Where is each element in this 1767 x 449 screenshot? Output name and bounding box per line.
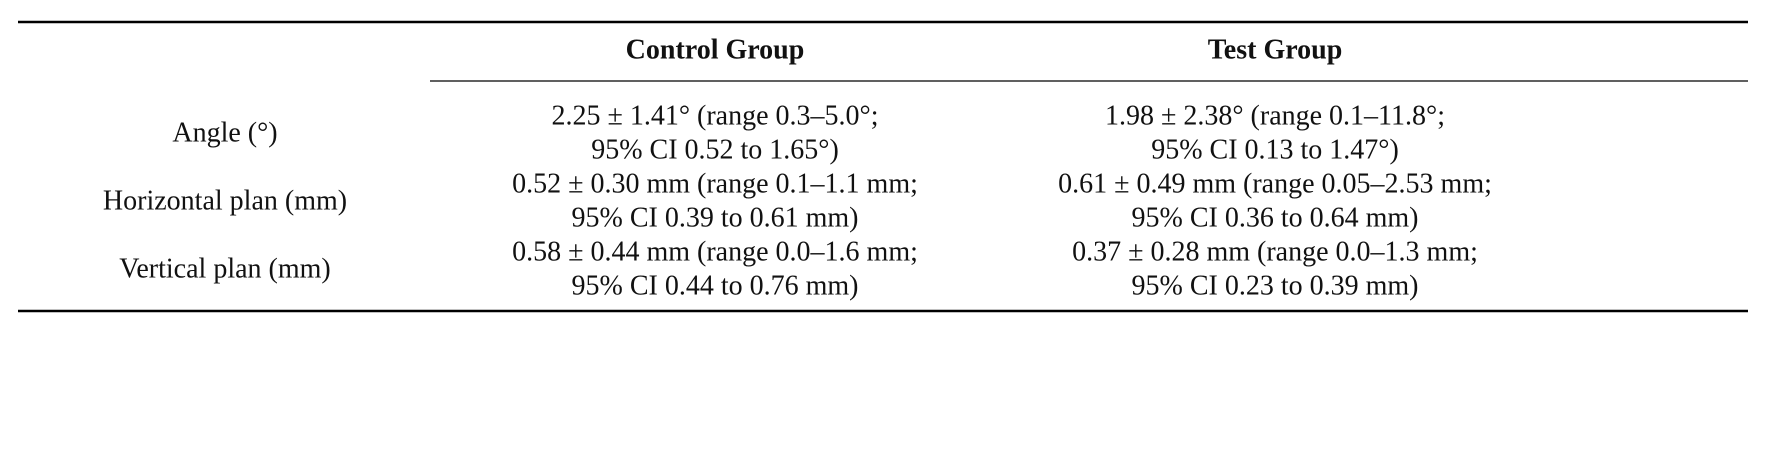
cell-line: 95% CI 0.44 to 0.76 mm) bbox=[572, 270, 859, 301]
cell-line: 0.61 ± 0.49 mm (range 0.05–2.53 mm; bbox=[1058, 168, 1492, 199]
cell-line: 2.25 ± 1.41° (range 0.3–5.0°; bbox=[551, 100, 878, 131]
row-label: Horizontal plan (mm) bbox=[103, 185, 347, 216]
cell-line: 95% CI 0.39 to 0.61 mm) bbox=[572, 202, 859, 233]
cell-line: 95% CI 0.36 to 0.64 mm) bbox=[1132, 202, 1419, 233]
column-header: Control Group bbox=[626, 34, 805, 65]
cell-line: 95% CI 0.52 to 1.65°) bbox=[591, 134, 839, 165]
cell-line: 0.58 ± 0.44 mm (range 0.0–1.6 mm; bbox=[512, 236, 918, 267]
cell-line: 1.98 ± 2.38° (range 0.1–11.8°; bbox=[1105, 100, 1445, 131]
cell-line: 0.52 ± 0.30 mm (range 0.1–1.1 mm; bbox=[512, 168, 918, 199]
row-label: Vertical plan (mm) bbox=[119, 253, 330, 284]
column-header: Test Group bbox=[1208, 34, 1343, 65]
row-label: Angle (°) bbox=[172, 117, 277, 148]
cell-line: 0.37 ± 0.28 mm (range 0.0–1.3 mm; bbox=[1072, 236, 1478, 267]
cell-line: 95% CI 0.23 to 0.39 mm) bbox=[1132, 270, 1419, 301]
cell-line: 95% CI 0.13 to 1.47°) bbox=[1151, 134, 1399, 165]
